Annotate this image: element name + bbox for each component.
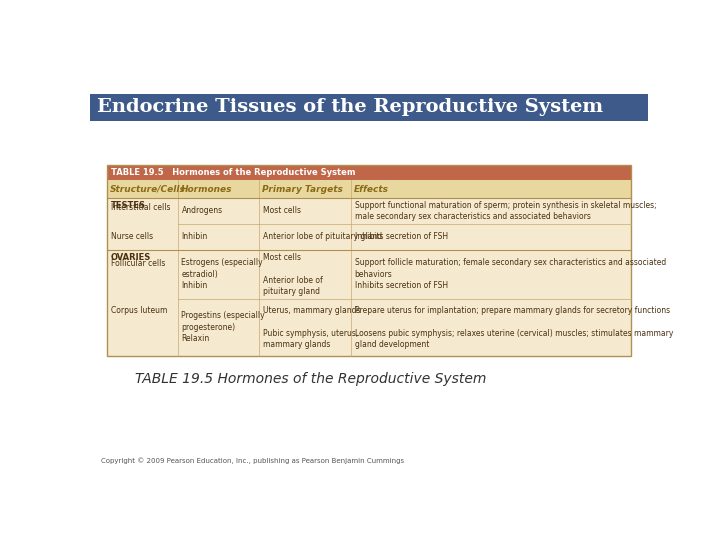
Text: Primary Targets: Primary Targets: [262, 185, 343, 194]
Text: Most cells: Most cells: [263, 206, 301, 215]
Text: Copyright © 2009 Pearson Education, Inc., publishing as Pearson Benjamin Cumming: Copyright © 2009 Pearson Education, Inc.…: [101, 458, 405, 464]
FancyBboxPatch shape: [107, 165, 631, 180]
Text: Androgens: Androgens: [181, 206, 222, 215]
Text: Hormones: Hormones: [181, 185, 233, 194]
Text: Structure/Cells: Structure/Cells: [110, 185, 186, 194]
FancyBboxPatch shape: [107, 180, 631, 198]
Text: OVARIES: OVARIES: [111, 253, 151, 262]
Text: Progestins (especially
progesterone)
Relaxin: Progestins (especially progesterone) Rel…: [181, 312, 265, 343]
Text: Anterior lobe of pituitary gland: Anterior lobe of pituitary gland: [263, 232, 382, 241]
Text: Effects: Effects: [354, 185, 389, 194]
Text: TABLE 19.5   Hormones of the Reproductive System: TABLE 19.5 Hormones of the Reproductive …: [111, 168, 355, 177]
Text: Support functional maturation of sperm; protein synthesis in skeletal muscles;
m: Support functional maturation of sperm; …: [354, 201, 656, 221]
Text: Endocrine Tissues of the Reproductive System: Endocrine Tissues of the Reproductive Sy…: [96, 98, 603, 117]
Text: Follicular cells: Follicular cells: [111, 259, 165, 268]
Text: Corpus luteum: Corpus luteum: [111, 306, 167, 315]
FancyBboxPatch shape: [90, 94, 648, 121]
Text: Uterus, mammary glands

Pubic symphysis, uterus,
mammary glands: Uterus, mammary glands Pubic symphysis, …: [263, 306, 360, 349]
Text: Nurse cells: Nurse cells: [111, 232, 153, 241]
Text: TABLE 19.5 Hormones of the Reproductive System: TABLE 19.5 Hormones of the Reproductive …: [135, 373, 486, 387]
Text: Interstitial cells: Interstitial cells: [111, 203, 170, 212]
Text: Most cells

Anterior lobe of
pituitary gland: Most cells Anterior lobe of pituitary gl…: [263, 253, 323, 296]
Text: Inhibin: Inhibin: [181, 232, 207, 241]
Text: Estrogens (especially
estradiol)
Inhibin: Estrogens (especially estradiol) Inhibin: [181, 259, 263, 291]
Text: Prepare uterus for implantation; prepare mammary glands for secretory functions
: Prepare uterus for implantation; prepare…: [354, 306, 673, 349]
FancyBboxPatch shape: [107, 198, 631, 356]
Text: Support follicle maturation; female secondary sex characteristics and associated: Support follicle maturation; female seco…: [354, 259, 666, 291]
Text: TESTES: TESTES: [111, 201, 145, 210]
Text: Inhibits secretion of FSH: Inhibits secretion of FSH: [354, 232, 448, 241]
